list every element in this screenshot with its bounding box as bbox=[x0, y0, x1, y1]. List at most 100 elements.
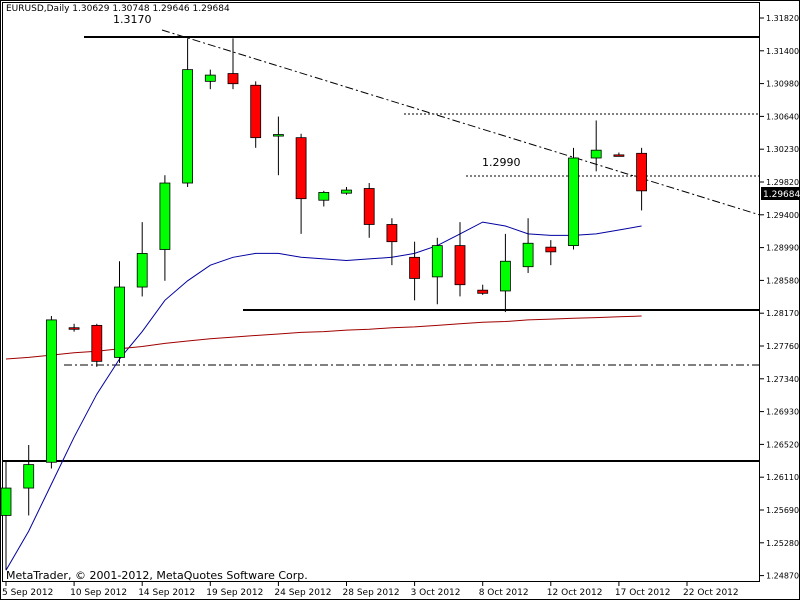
candles bbox=[0, 38, 647, 571]
bear-candle-body bbox=[68, 327, 80, 330]
y-tick-label: 1.26930 bbox=[766, 408, 799, 417]
bear-candle-body bbox=[545, 246, 557, 253]
y-tick-label: 1.28580 bbox=[766, 276, 799, 285]
bear-candle-body bbox=[227, 73, 239, 85]
x-tick-label: 17 Oct 2012 bbox=[615, 588, 671, 598]
y-tick-label: 1.28990 bbox=[766, 244, 799, 253]
candle[interactable] bbox=[545, 240, 557, 266]
candle[interactable] bbox=[454, 222, 466, 297]
bull-candle-body bbox=[114, 286, 125, 358]
candle[interactable] bbox=[91, 323, 103, 367]
bull-candle-body bbox=[46, 319, 57, 463]
x-tick-label: 8 Oct 2012 bbox=[479, 588, 529, 598]
candle[interactable] bbox=[590, 120, 602, 172]
y-tick-label: 1.30640 bbox=[766, 112, 799, 121]
bull-candle-body bbox=[159, 182, 171, 250]
time-axis: 5 Sep 2012 10 Sep 2012 14 Sep 2012 19 Sep 2… bbox=[2, 582, 739, 598]
candle[interactable] bbox=[182, 38, 194, 187]
candle[interactable] bbox=[341, 186, 352, 195]
y-tick-label: 1.28170 bbox=[766, 309, 799, 318]
candle[interactable] bbox=[295, 133, 307, 234]
candle[interactable] bbox=[477, 284, 489, 295]
price-scale: 1.31820 1.31400 1.30980 1.30640 1.30230 1.298… bbox=[760, 14, 799, 581]
candle[interactable] bbox=[250, 81, 262, 148]
candle[interactable] bbox=[46, 315, 57, 469]
bull-candle-body bbox=[0, 487, 12, 516]
bull-candle-body bbox=[23, 464, 35, 489]
x-tick-label: 3 Oct 2012 bbox=[411, 588, 461, 598]
candle[interactable] bbox=[318, 190, 330, 207]
y-tick-label: 1.25280 bbox=[766, 539, 799, 548]
y-tick-label: 1.24870 bbox=[766, 572, 799, 581]
drawing-objects bbox=[3, 29, 761, 462]
candle[interactable] bbox=[23, 445, 35, 516]
candle[interactable] bbox=[227, 38, 239, 90]
bear-candle-body bbox=[91, 324, 103, 362]
candle[interactable] bbox=[613, 152, 625, 157]
symbol-timeframe: EURUSD,Daily bbox=[6, 4, 70, 14]
candle[interactable] bbox=[159, 175, 171, 281]
candle[interactable] bbox=[136, 222, 148, 297]
bear-candle-body bbox=[636, 152, 647, 192]
annotation-high: 1.3170 bbox=[113, 13, 152, 26]
candle[interactable] bbox=[636, 147, 647, 211]
x-tick-label: 28 Sep 2012 bbox=[343, 588, 400, 598]
candle[interactable] bbox=[386, 218, 398, 266]
plot-frame bbox=[2, 2, 760, 582]
y-tick-label: 1.27340 bbox=[766, 375, 799, 384]
bull-candle-body bbox=[136, 253, 148, 288]
x-tick-label: 22 Oct 2012 bbox=[683, 588, 739, 598]
y-tick-label: 1.26520 bbox=[766, 440, 799, 449]
y-tick-label: 1.31400 bbox=[766, 47, 799, 56]
bear-candle-body bbox=[409, 256, 421, 279]
bull-candle-body bbox=[318, 192, 330, 201]
candle[interactable] bbox=[114, 261, 125, 363]
candle[interactable] bbox=[68, 323, 80, 332]
bull-candle-body bbox=[522, 242, 534, 268]
ohlc-values: 1.30629 1.30748 1.29646 1.29684 bbox=[72, 4, 230, 14]
bear-candle-body bbox=[477, 289, 489, 294]
bull-candle-body bbox=[182, 69, 194, 184]
moving-averages bbox=[5, 221, 642, 571]
bear-candle-body bbox=[363, 188, 375, 225]
y-tick-label: 1.26110 bbox=[766, 473, 799, 482]
y-tick-label: 1.31820 bbox=[766, 14, 799, 23]
candle[interactable] bbox=[568, 147, 579, 250]
bear-candle-body bbox=[454, 245, 466, 286]
current-price-bg bbox=[761, 187, 799, 200]
bear-candle-body bbox=[295, 137, 307, 200]
bull-candle-body bbox=[590, 149, 602, 159]
x-tick-label: 10 Sep 2012 bbox=[70, 588, 127, 598]
x-tick-label: 24 Sep 2012 bbox=[274, 588, 331, 598]
x-tick-label: 14 Sep 2012 bbox=[138, 588, 195, 598]
bull-candle-body bbox=[204, 74, 216, 82]
y-tick-label: 1.30230 bbox=[766, 145, 799, 154]
y-tick-label: 1.29820 bbox=[766, 178, 799, 187]
candle[interactable] bbox=[272, 116, 284, 176]
candle[interactable] bbox=[522, 218, 534, 273]
bull-candle-body bbox=[568, 157, 579, 246]
x-tick-label: 12 Oct 2012 bbox=[547, 588, 603, 598]
bear-candle-body bbox=[250, 84, 262, 139]
candle[interactable] bbox=[363, 183, 375, 238]
y-tick-label: 1.27760 bbox=[766, 342, 799, 351]
ma-slow-line bbox=[5, 315, 642, 360]
candle[interactable] bbox=[499, 233, 511, 313]
y-tick-label: 1.30980 bbox=[766, 80, 799, 89]
chart-header: EURUSD,Daily 1.30629 1.30748 1.29646 1.2… bbox=[6, 4, 230, 14]
candle[interactable] bbox=[409, 241, 421, 301]
y-tick-label: 1.29400 bbox=[766, 211, 799, 220]
candle[interactable] bbox=[431, 237, 443, 305]
candle[interactable] bbox=[204, 69, 216, 90]
current-price-text: 1.29684 bbox=[763, 190, 800, 200]
bull-candle-body bbox=[272, 134, 284, 137]
x-tick-label: 5 Sep 2012 bbox=[2, 588, 53, 598]
bear-candle-body bbox=[386, 224, 398, 243]
y-tick-label: 1.25690 bbox=[766, 506, 799, 515]
bear-candle-body bbox=[613, 154, 625, 157]
current-price-label: 1.29684 bbox=[761, 187, 800, 200]
candle[interactable] bbox=[0, 460, 12, 571]
